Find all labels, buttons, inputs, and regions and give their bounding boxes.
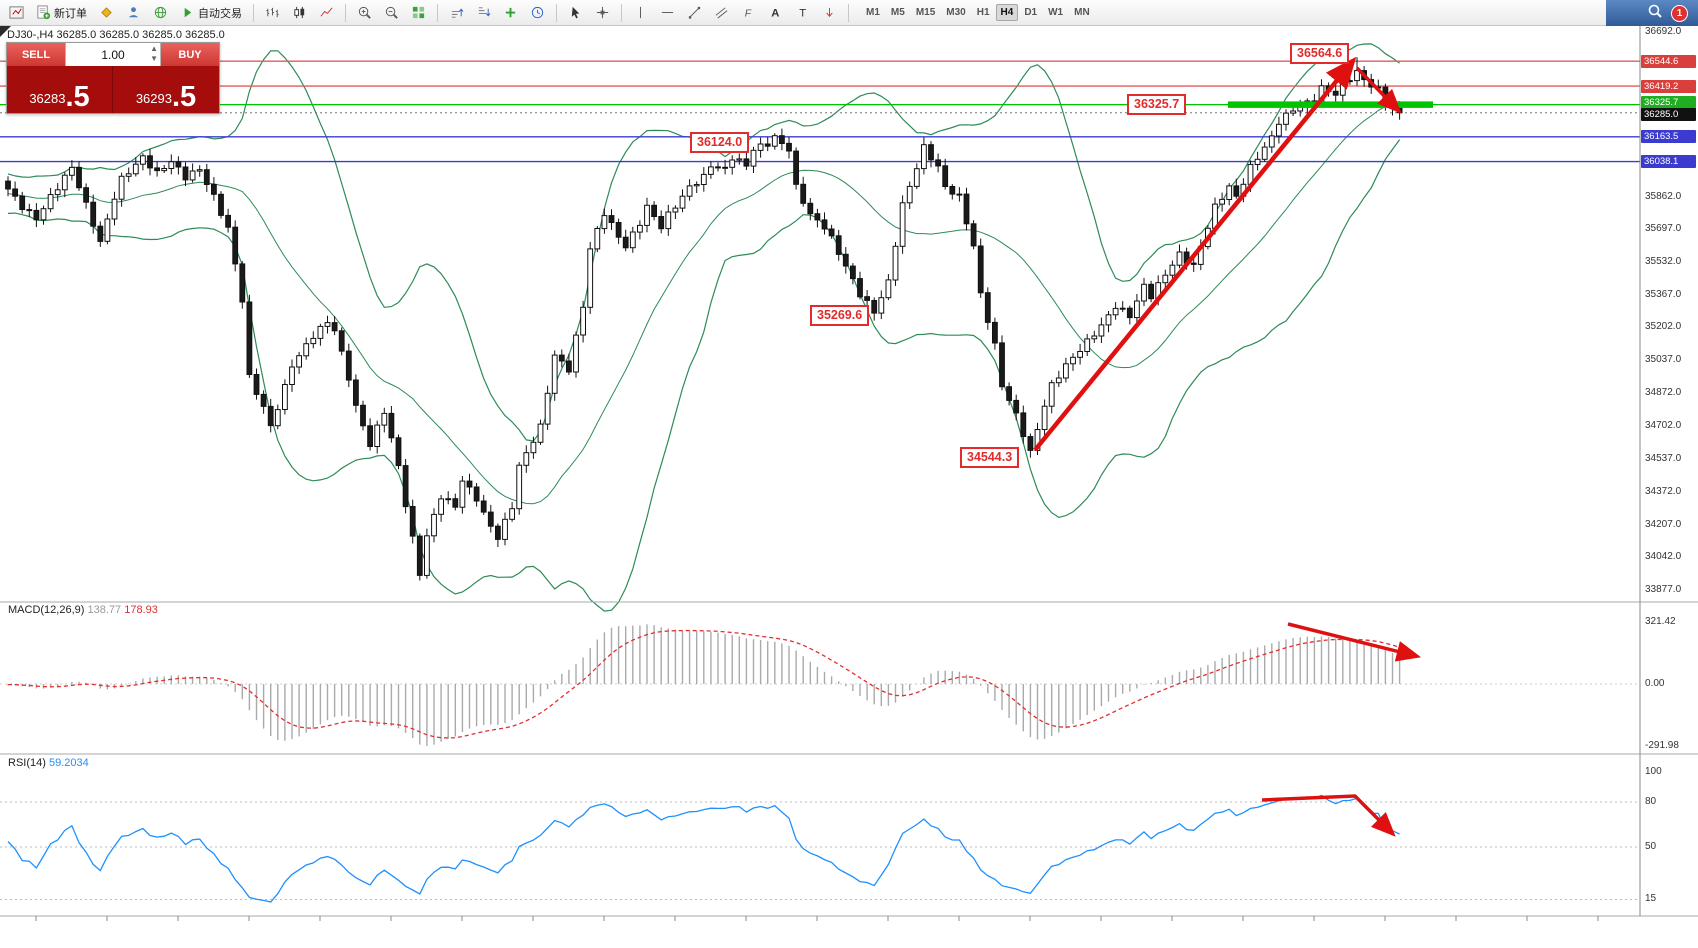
reversal-arrow (1355, 66, 1402, 114)
sell-button[interactable]: SELL (7, 43, 65, 66)
timeframe-h1-button[interactable]: H1 (976, 7, 990, 18)
rsi-name: RSI(14) (8, 757, 46, 769)
rally-arrow (1033, 56, 1357, 452)
one-click-collapse-triangle[interactable] (0, 26, 11, 37)
notification-badge[interactable]: 1 (1671, 4, 1688, 22)
timeframe-h4-button[interactable]: H4 (995, 4, 1019, 21)
chart-window-icon[interactable] (4, 2, 29, 24)
line-chart-type-button[interactable] (314, 2, 339, 24)
price-annotation-35269[interactable]: 35269.6 (810, 305, 870, 326)
timeframe-w1-button[interactable]: W1 (1048, 7, 1064, 18)
volume-value: 1.00 (101, 47, 125, 62)
rsi-line (7, 794, 1400, 903)
price-annotation-zone[interactable]: 36325.7 (1127, 94, 1187, 115)
svg-text:F: F (745, 8, 752, 19)
rsi-panel (0, 794, 1640, 903)
buy-price-pips: .5 (171, 80, 197, 113)
search-icon[interactable] (1647, 3, 1663, 24)
label-tool[interactable]: T (790, 2, 815, 24)
svg-text:A: A (771, 7, 779, 19)
cursor-tool-button[interactable] (563, 2, 588, 24)
volume-decrease-button[interactable]: ▼ (150, 54, 158, 63)
window-search-area: 1 (1606, 0, 1698, 26)
trendline-tool[interactable] (682, 2, 707, 24)
bollinger-bands (7, 43, 1401, 612)
zoom-out-button[interactable] (379, 2, 404, 24)
price-annotation-low[interactable]: 34544.3 (960, 447, 1020, 468)
horizontal-line-tool[interactable] (655, 2, 680, 24)
rsi-arrow (1261, 794, 1396, 837)
fibonacci-tool[interactable]: F (736, 2, 761, 24)
sep4 (556, 3, 557, 22)
toolbar: 新订单 自动交易 F A T M1 M5 M15 M30 H1 H4 D1 W1 MN 1 (0, 0, 1698, 26)
buy-price[interactable]: 36293 .5 (113, 66, 219, 113)
sell-price-main: 36283 (29, 91, 66, 106)
sell-price[interactable]: 36283 .5 (7, 66, 113, 113)
ohlc-values: 36285.0 36285.0 36285.0 36285.0 (56, 29, 225, 41)
green-zone-segment[interactable] (1228, 101, 1433, 108)
new-order-button[interactable]: 新订单 (31, 2, 92, 24)
timeframe-m1-button[interactable]: M1 (866, 7, 880, 18)
text-tool[interactable]: A (763, 2, 788, 24)
volume-input[interactable]: 1.00 ▲ ▼ (65, 43, 161, 66)
bar-chart-type-button[interactable] (260, 2, 285, 24)
sep6 (848, 3, 849, 22)
macd-arrow (1287, 622, 1422, 662)
macd-signal-line (7, 629, 1400, 739)
crosshair-tool-button[interactable] (590, 2, 615, 24)
price-annotation-high[interactable]: 36564.6 (1290, 43, 1350, 64)
timeframe-m5-button[interactable]: M5 (890, 7, 905, 18)
timeframe-toolbar: M1 M5 M15 M30 H1 H4 D1 W1 MN (861, 4, 1095, 21)
trend-arrows[interactable] (1033, 56, 1402, 452)
timeframe-m30-button[interactable]: M30 (946, 7, 966, 18)
macd-name: MACD(12,26,9) (8, 604, 85, 616)
symbol-period-label: DJ30-,H4 (7, 29, 54, 41)
period-button[interactable] (525, 2, 550, 24)
add-object-button[interactable] (498, 2, 523, 24)
sep3 (437, 3, 438, 22)
macd-signal-value: 178.93 (124, 604, 158, 616)
price-annotation-36124[interactable]: 36124.0 (690, 132, 750, 153)
candlestick-type-button[interactable] (287, 2, 312, 24)
vertical-line-tool[interactable] (628, 2, 653, 24)
channel-tool[interactable] (709, 2, 734, 24)
macd-main-value: 138.77 (87, 604, 122, 616)
tile-windows-button[interactable] (406, 2, 431, 24)
zoom-in-button[interactable] (352, 2, 377, 24)
volume-spinner: ▲ ▼ (150, 44, 158, 64)
chart-frame (0, 26, 1698, 921)
sell-price-pips: .5 (65, 80, 90, 113)
one-click-trading-panel: SELL 1.00 ▲ ▼ BUY 36283 .5 36293 .5 (6, 42, 220, 114)
macd-label: MACD(12,26,9) 138.77 178.93 (8, 604, 158, 616)
arrows-tool[interactable] (817, 2, 842, 24)
shift-down-button[interactable] (471, 2, 496, 24)
web-terminal-icon[interactable] (148, 2, 173, 24)
macd-panel (0, 622, 1640, 746)
timeframe-mn-button[interactable]: MN (1074, 7, 1090, 18)
timeframe-d1-button[interactable]: D1 (1024, 7, 1038, 18)
chart-ohlc-header: DJ30-,H4 36285.0 36285.0 36285.0 36285.0 (7, 29, 225, 41)
mql5-community-icon[interactable] (94, 2, 119, 24)
rsi-value: 59.2034 (48, 757, 89, 769)
sep1 (253, 3, 254, 22)
toolbar-items: 新订单 自动交易 F A T (4, 2, 853, 24)
timeframe-m15-button[interactable]: M15 (915, 7, 936, 18)
sep5 (621, 3, 622, 22)
user-icon[interactable] (121, 2, 146, 24)
buy-price-main: 36293 (135, 91, 172, 106)
sep2 (345, 3, 346, 22)
volume-increase-button[interactable]: ▲ (150, 44, 158, 53)
buy-button[interactable]: BUY (161, 43, 219, 66)
algo-trading-button[interactable]: 自动交易 (175, 2, 247, 24)
shift-up-button[interactable] (444, 2, 469, 24)
svg-text:T: T (799, 7, 806, 19)
rsi-label: RSI(14) 59.2034 (8, 757, 89, 769)
